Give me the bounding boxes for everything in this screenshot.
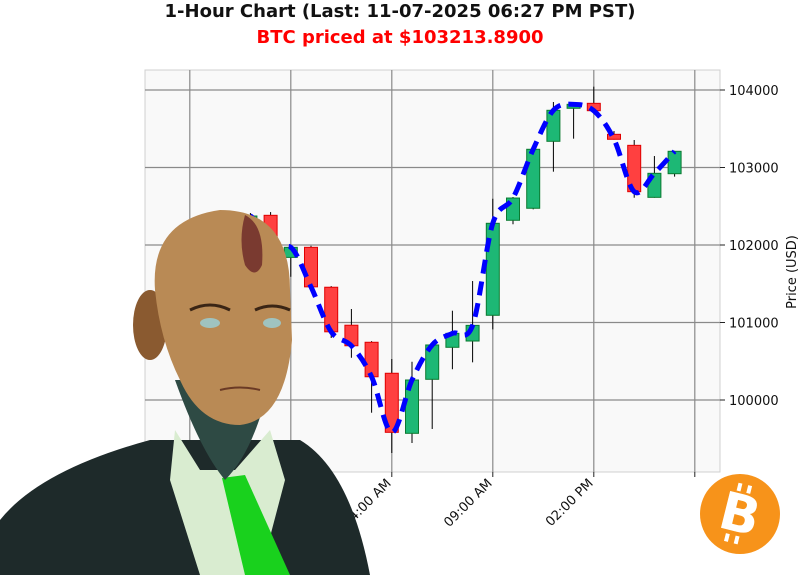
candle-body-down [384,372,399,433]
candle-body-up [526,148,541,209]
candle-body-down [304,246,318,288]
candle-body-up [667,150,682,175]
y-tick-label: 102000 [729,239,779,254]
y-tick-label: 101000 [729,317,779,332]
candle-body-up [546,109,561,142]
candle-body-up [485,222,500,316]
chart-title: 1-Hour Chart (Last: 11-07-2025 06:27 PM … [164,1,636,22]
candle [384,359,399,454]
price-subtitle: BTC priced at $103213.8900 [256,27,544,48]
candle [667,150,682,177]
bitcoin-logo: B [700,474,780,554]
y-axis: 100000 101000 102000 103000 104000 [720,84,779,409]
x-tick-label: 02:00 PM [543,476,596,529]
y-tick-label: 103000 [729,162,779,177]
candle [425,344,440,429]
y-tick-label: 104000 [729,84,779,99]
y-axis-label: Price (USD) [785,235,800,309]
candle-body-down [627,144,642,193]
trend-line [248,101,677,435]
candle-body-down [364,341,379,378]
x-tick-label: 09:00 AM [441,476,495,530]
candle [304,245,318,289]
candle-body-down [324,286,339,333]
android-character-image [0,210,370,575]
candle [526,148,541,210]
y-tick-label: 100000 [729,394,779,409]
